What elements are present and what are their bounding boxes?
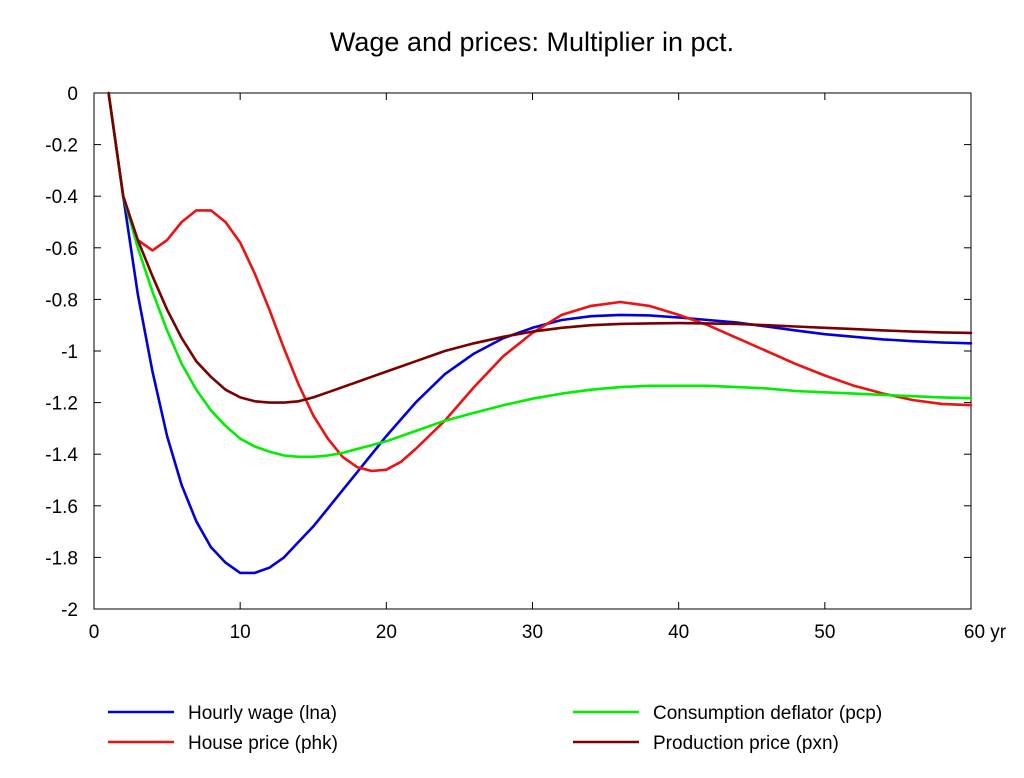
x-tick-label: 40 (668, 622, 689, 643)
y-tick-label: 0 (67, 84, 78, 105)
x-tick-label: 10 (230, 622, 251, 643)
x-tick-label: 60 yr (964, 622, 1007, 643)
y-tick-label: -0.6 (45, 239, 78, 260)
y-tick-label: -1.2 (45, 394, 78, 415)
legend: Hourly wage (lna) Consumption deflator (p… (108, 703, 882, 754)
x-tick-label: 20 (376, 622, 397, 643)
y-tick-label: -1 (61, 342, 78, 363)
series-line-3 (107, 91, 973, 404)
x-axis: 0 10 20 30 40 50 60 yr (89, 93, 1007, 643)
chart-title: Wage and prices: Multiplier in pct. (330, 27, 734, 57)
y-axis: 0 -0.2 -0.4 -0.6 -0.8 -1 -1.2 -1.4 -1.6 -1.8 -2 (45, 84, 971, 621)
y-tick-label: -1.6 (45, 497, 78, 518)
legend-label: Hourly wage (lna) (188, 703, 337, 724)
plot-frame (93, 92, 972, 610)
y-tick-label: -0.2 (45, 136, 78, 157)
x-tick-label: 30 (522, 622, 543, 643)
x-tick-label: 0 (89, 622, 100, 643)
x-tick-label: 50 (814, 622, 835, 643)
legend-item: Production price (pxn) (573, 733, 839, 754)
legend-item: House price (phk) (108, 733, 338, 754)
series-line-1 (107, 91, 973, 473)
series-lines (107, 91, 973, 575)
legend-label: House price (phk) (188, 733, 338, 754)
y-tick-label: -1.8 (45, 548, 78, 569)
plot-area: 0 10 20 30 40 50 60 yr 0 -0.2 -0.4 -0.6 -0.8 -1 -1.2… (45, 84, 1007, 643)
y-tick-label: -0.4 (45, 187, 78, 208)
series-line-0 (107, 91, 973, 575)
series-line-2 (107, 91, 973, 459)
y-tick-label: -1.4 (45, 445, 78, 466)
legend-label: Production price (pxn) (653, 733, 839, 754)
y-tick-label: -2 (61, 600, 78, 621)
legend-label: Consumption deflator (pcp) (653, 703, 882, 724)
y-tick-label: -0.8 (45, 290, 78, 311)
legend-item: Consumption deflator (pcp) (573, 703, 882, 724)
legend-item: Hourly wage (lna) (108, 703, 337, 724)
